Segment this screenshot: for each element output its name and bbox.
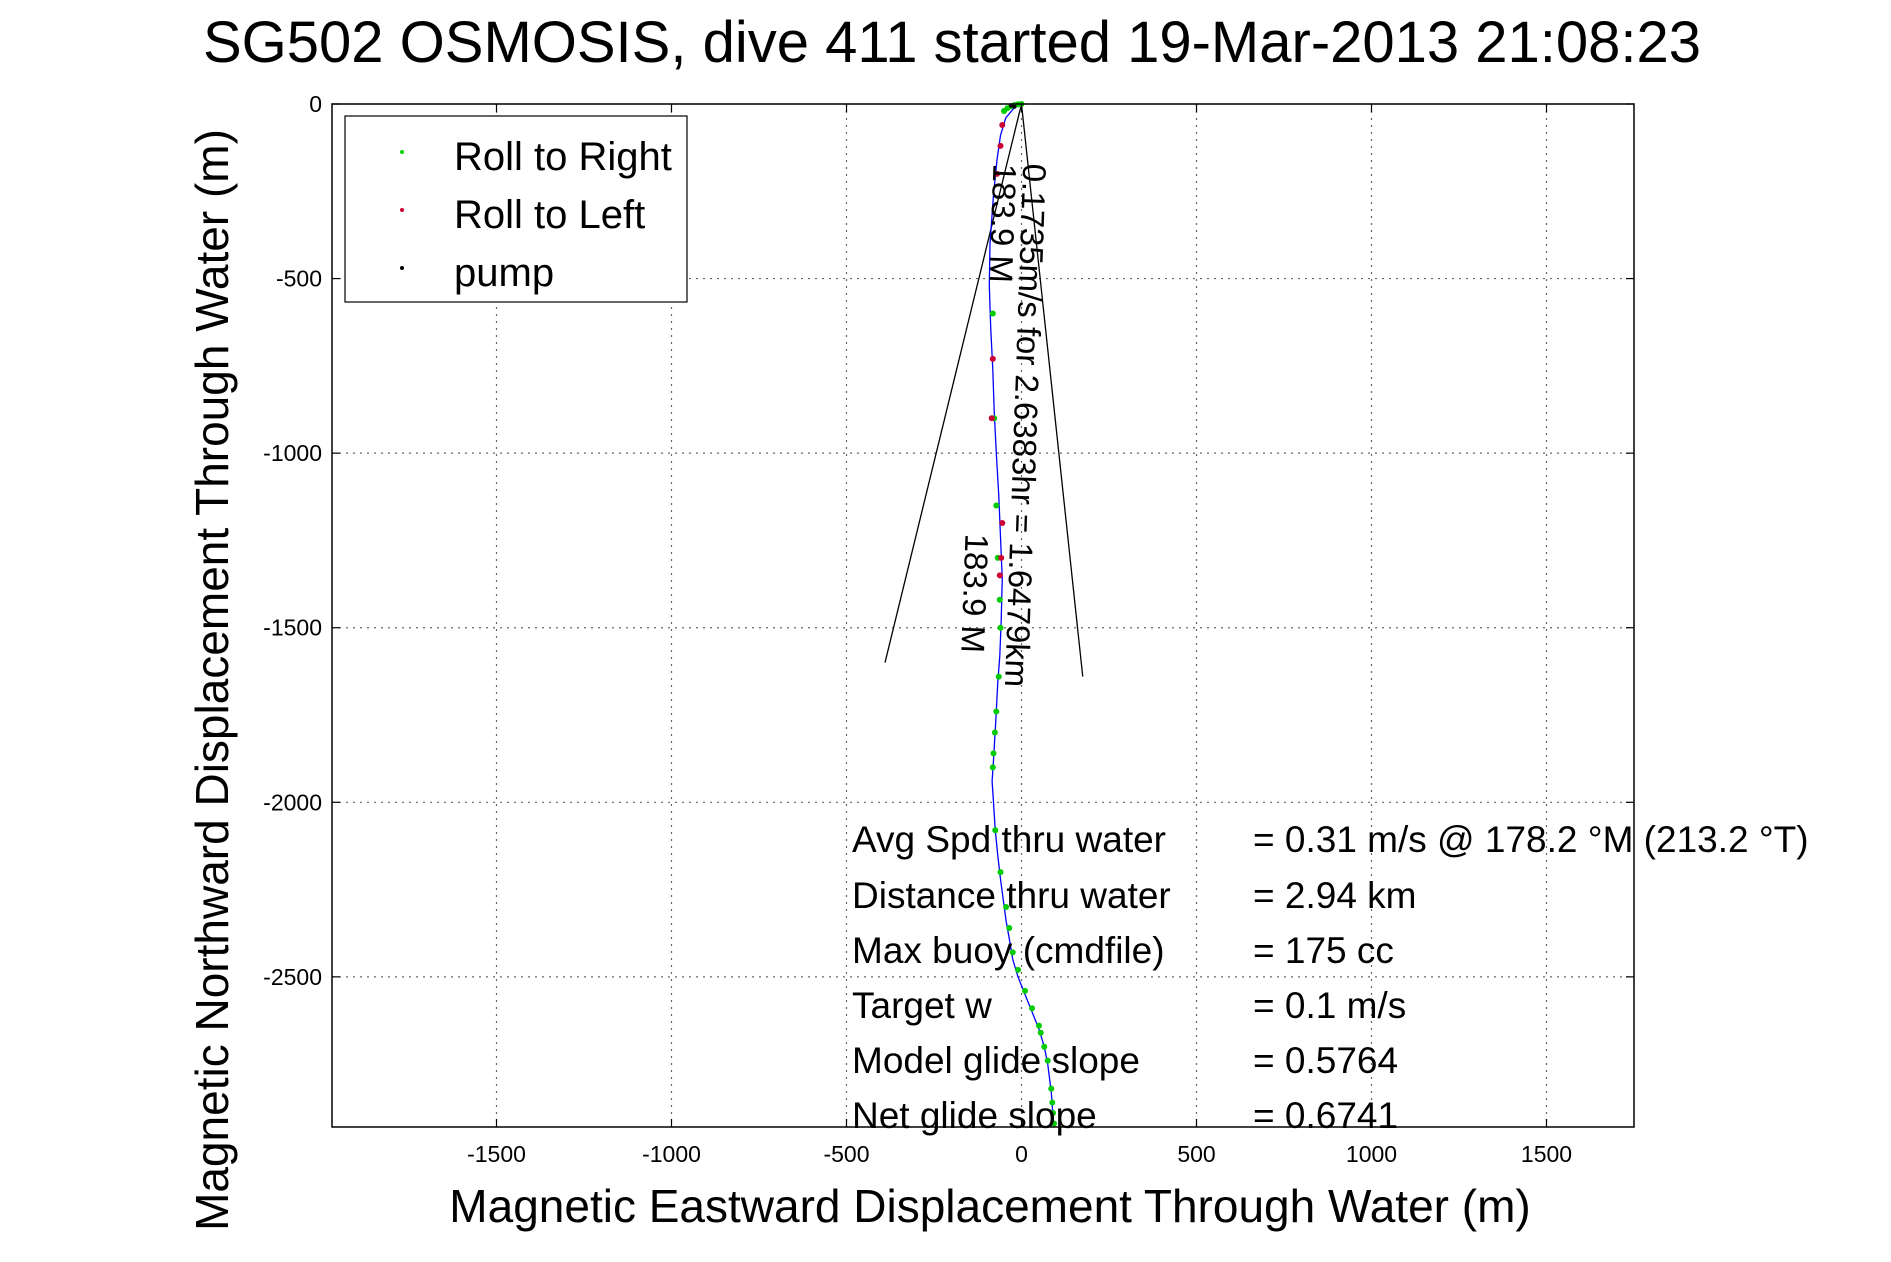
y-tick-label: 0: [309, 91, 322, 117]
roll-right-point: [1049, 1099, 1056, 1106]
roll-right-point: [1037, 1029, 1044, 1036]
roll-right-point: [989, 310, 996, 317]
x-tick-label: -500: [823, 1141, 869, 1167]
x-tick-label: 500: [1177, 1141, 1215, 1167]
x-tick-label: 1500: [1521, 1141, 1572, 1167]
legend-marker-roll-right: [400, 150, 404, 154]
roll-right-point: [1022, 987, 1028, 994]
x-tick-label: 1000: [1346, 1141, 1397, 1167]
roll-left-point: [994, 170, 1000, 177]
legend-marker-pump: [400, 266, 404, 270]
y-tick-label: -1500: [263, 615, 322, 641]
fan-lines: [884, 103, 1084, 677]
stat-label-net-glide: Net glide slope: [852, 1095, 1097, 1136]
y-tick-label: -1000: [263, 440, 322, 466]
x-tick-label: 0: [1015, 1141, 1028, 1167]
roll-left-point: [999, 519, 1006, 526]
roll-left-point: [989, 355, 996, 362]
stat-value-net-glide: = 0.6741: [1253, 1095, 1398, 1136]
track-annotation: 183.9 M: [954, 533, 995, 653]
roll-right-point: [993, 502, 1000, 509]
roll-right-point: [997, 869, 1004, 876]
roll-left-point: [997, 142, 1004, 149]
stat-label-avg-speed: Avg Spd thru water: [852, 819, 1166, 860]
roll-right-point: [1048, 1085, 1055, 1092]
roll-left-point: [999, 121, 1006, 128]
fan-line: [884, 103, 1023, 663]
roll-right-point: [1050, 1110, 1056, 1117]
roll-right-point: [1036, 1022, 1042, 1029]
stat-value-distance: = 2.94 km: [1253, 875, 1417, 916]
stat-value-model-glide: = 0.5764: [1253, 1040, 1398, 1081]
roll-right-point: [1015, 966, 1021, 973]
stat-value-avg-speed: = 0.31 m/s @ 178.2 °M (213.2 °T): [1253, 819, 1809, 860]
legend: Roll to Right Roll to Left pump: [344, 115, 688, 303]
legend-label-roll-left: Roll to Left: [454, 193, 645, 237]
roll-right-point: [997, 624, 1004, 631]
roll-right-point: [1003, 904, 1010, 911]
plot-frame: [331, 103, 1635, 1128]
roll-right-point: [989, 764, 996, 771]
roll-right-point: [1051, 1120, 1058, 1127]
fan-line: [1020, 103, 1084, 677]
pump-point: [1012, 104, 1017, 109]
y-tick-label: -2500: [263, 964, 322, 990]
stat-label-model-glide: Model glide slope: [852, 1040, 1140, 1081]
track-annotation: 183.9 M: [982, 163, 1023, 283]
roll-right-point: [995, 673, 1002, 680]
stat-label-target-w: Target w: [852, 985, 992, 1026]
y-ticks: 0 -500 -1000 -1500 -2000 -2500: [263, 91, 1634, 990]
y-tick-label: -500: [276, 266, 322, 292]
stat-value-target-w: = 0.1 m/s: [1253, 985, 1406, 1026]
y-axis-label: Magnetic Northward Displacement Through …: [186, 129, 238, 1231]
stat-value-max-buoy: = 175 cc: [1253, 930, 1394, 971]
y-tick-label: -2000: [263, 789, 322, 815]
legend-marker-roll-left: [400, 208, 404, 212]
stat-label-distance: Distance thru water: [852, 875, 1171, 916]
roll-right-point: [991, 729, 998, 736]
stats-block: Avg Spd thru water = 0.31 m/s @ 178.2 °M…: [852, 819, 1809, 1136]
roll-right-point: [992, 827, 999, 834]
x-tick-label: -1000: [642, 1141, 701, 1167]
roll-right-point: [1009, 949, 1016, 956]
roll-left-point: [996, 572, 1003, 579]
legend-label-pump: pump: [454, 251, 554, 295]
roll-right-point: [990, 750, 997, 757]
stat-label-max-buoy: Max buoy (cmdfile): [852, 930, 1165, 971]
roll-right-point: [1006, 924, 1013, 931]
legend-label-roll-right: Roll to Right: [454, 135, 672, 179]
roll-left-point: [988, 415, 995, 422]
roll-right-point: [1044, 1057, 1051, 1064]
roll-right-point: [1029, 1005, 1035, 1012]
x-tick-label: -1500: [467, 1141, 526, 1167]
x-ticks: -1500 -1000 -500 0 500 1000 1500: [467, 104, 1572, 1167]
x-axis-label: Magnetic Eastward Displacement Through W…: [449, 1180, 1530, 1232]
roll-right-point: [1041, 1043, 1048, 1050]
roll-right-point: [996, 596, 1003, 603]
roll-right-point: [993, 708, 1000, 715]
chart-title: SG502 OSMOSIS, dive 411 started 19-Mar-2…: [203, 10, 1701, 75]
roll-left-point: [998, 554, 1005, 561]
